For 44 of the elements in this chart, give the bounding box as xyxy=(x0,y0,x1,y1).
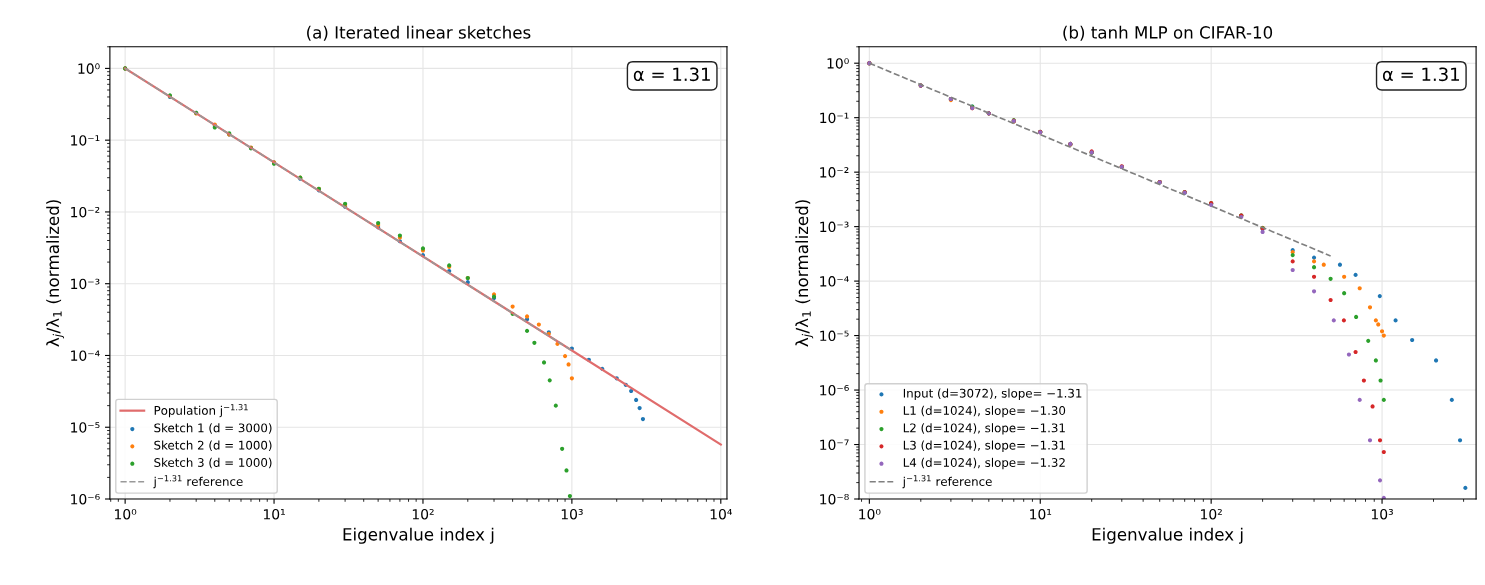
chart-title: (a) Iterated linear sketches xyxy=(307,25,531,41)
y-tick-label: 10⁻⁸ xyxy=(820,493,849,505)
y-tick-label: 10⁰ xyxy=(827,58,849,69)
legend-label: Sketch 1 (d = 3000) xyxy=(154,423,272,434)
y-tick-label: 10⁻⁴ xyxy=(71,350,100,361)
y-tick-label: 10⁻⁴ xyxy=(820,276,849,287)
legend-label: L1 (d=1024), slope= −1.30 xyxy=(903,405,1066,418)
x-tick-label: 10⁰ xyxy=(859,508,881,520)
x-axis-title: Eigenvalue index j xyxy=(1092,527,1243,544)
legend-label: L3 (d=1024), slope= −1.31 xyxy=(903,440,1065,452)
y-tick-label: 10⁻¹ xyxy=(820,112,849,124)
legend-label: Population j$^{−1.31}$ xyxy=(154,404,248,418)
y-tick-label: 10⁻⁷ xyxy=(820,439,849,450)
x-axis-title: Eigenvalue index j xyxy=(343,527,494,544)
y-tick-label: 10⁻¹ xyxy=(71,135,100,146)
y-tick-label: 10⁻³ xyxy=(71,278,100,290)
annotation: α = 1.31 xyxy=(1382,67,1459,82)
y-tick-label: 10⁻² xyxy=(820,167,849,178)
x-tick-label: 10³ xyxy=(1371,508,1393,520)
x-tick-label: 10² xyxy=(412,508,434,520)
y-tick-label: 10⁻⁶ xyxy=(71,493,100,505)
y-tick-label: 10⁻³ xyxy=(820,221,849,233)
legend-label: j$^{−1.31}$ reference xyxy=(153,475,243,489)
y-axis-title: λ$_{j}$/λ$_{1}$ (normalized) xyxy=(46,200,65,347)
y-tick-label: 10⁻² xyxy=(71,206,100,218)
legend-label: Input (d=3072), slope= −1.31 xyxy=(903,388,1082,400)
legend-label: L4 (d=1024), slope= −1.32 xyxy=(903,457,1065,470)
x-tick-label: 10⁴ xyxy=(710,508,732,520)
legend-label: Sketch 2 (d = 1000) xyxy=(154,440,272,452)
x-tick-label: 10¹ xyxy=(263,508,285,520)
x-tick-label: 10³ xyxy=(561,508,583,520)
legend-label: L2 (d=1024), slope= −1.31 xyxy=(903,423,1065,435)
y-axis-title: λ$_{j}$/λ$_{1}$ (normalized) xyxy=(795,200,814,347)
chart-title: (b) tanh MLP on CIFAR-10 xyxy=(1063,25,1273,41)
y-tick-label: 10⁻⁶ xyxy=(820,385,849,396)
x-tick-label: 10² xyxy=(1201,508,1222,520)
legend-label: Sketch 3 (d = 1000) xyxy=(154,457,272,469)
x-tick-label: 10⁰ xyxy=(115,508,137,520)
y-tick-label: 10⁻⁵ xyxy=(71,422,100,433)
legend-label: j$^{−1.31}$ reference xyxy=(902,475,992,489)
y-tick-label: 10⁻⁵ xyxy=(820,330,849,342)
y-tick-label: 10⁰ xyxy=(78,63,100,74)
x-tick-label: 10¹ xyxy=(1030,508,1052,520)
annotation: α = 1.31 xyxy=(633,67,710,82)
